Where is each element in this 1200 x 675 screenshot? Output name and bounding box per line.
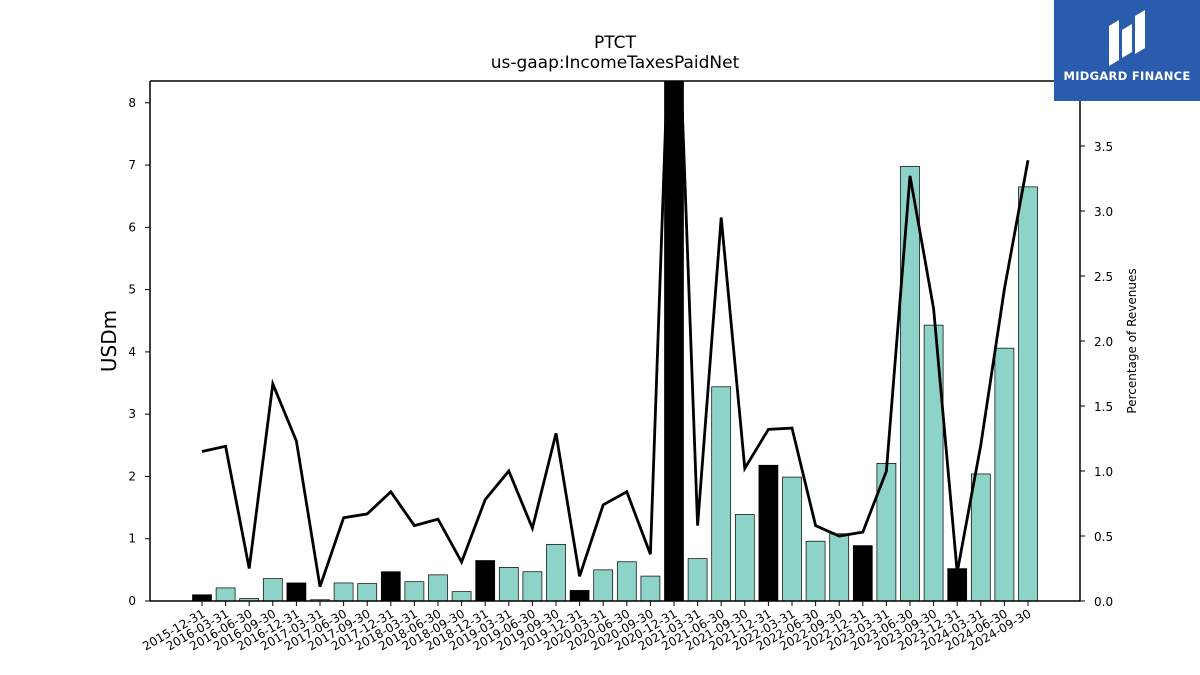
bar: [970, 473, 991, 601]
brand-name: MIDGARD FINANCE: [1063, 69, 1191, 83]
bar: [734, 514, 755, 601]
y-axis-label: USDm: [97, 310, 121, 372]
brand-mark-icon: [1109, 10, 1145, 66]
line-series: [201, 81, 1030, 588]
y2-tick-label: 1.5: [1094, 400, 1113, 414]
y2-tick-label: 2.5: [1094, 270, 1113, 284]
bar: [1018, 186, 1038, 601]
bar: [475, 560, 496, 601]
bar-series: [192, 81, 1038, 601]
bar: [900, 165, 920, 601]
y2-tick-label: 1.0: [1094, 465, 1113, 479]
y2-axis-label: Percentage of Revenues: [1125, 268, 1139, 413]
bar: [333, 582, 354, 601]
bar: [805, 540, 826, 601]
y-tick-label: 2: [128, 469, 136, 483]
y2-tick-label: 0.5: [1094, 530, 1113, 544]
y2-tick-label: 2.0: [1094, 335, 1113, 349]
bar: [852, 545, 873, 601]
y-tick-label: 1: [128, 532, 136, 546]
bar: [215, 587, 236, 601]
bar: [664, 81, 684, 601]
y2-tick-label: 0.0: [1094, 595, 1113, 609]
y-tick-label: 5: [128, 283, 136, 297]
bar: [640, 575, 661, 601]
bar: [829, 533, 850, 601]
y-tick-label: 0: [128, 594, 136, 608]
y2-tick-label: 3.0: [1094, 205, 1113, 219]
bar: [262, 578, 283, 601]
bar: [357, 583, 378, 601]
y-tick-label: 3: [128, 407, 136, 421]
y-tick-label: 4: [128, 345, 136, 359]
y-tick-label: 8: [128, 96, 136, 110]
bar: [876, 463, 897, 601]
bar: [711, 386, 732, 601]
bar: [782, 476, 802, 601]
brand-logo: MIDGARD FINANCE: [1054, 0, 1200, 101]
bar: [404, 581, 425, 601]
bar: [380, 571, 401, 601]
bar: [947, 568, 968, 601]
bar: [546, 543, 566, 601]
bar: [593, 569, 614, 601]
y-tick-label: 6: [128, 220, 136, 234]
bar: [923, 324, 944, 601]
y2-tick-label: 3.5: [1094, 140, 1113, 154]
chart-title: PTCT: [594, 33, 637, 53]
bar: [192, 594, 212, 601]
bar: [428, 574, 448, 601]
bar: [498, 567, 519, 601]
bar: [687, 558, 708, 601]
bar: [758, 464, 779, 601]
bar: [451, 591, 472, 601]
bar: [616, 561, 637, 601]
bar: [522, 571, 543, 601]
bar: [286, 582, 307, 601]
bar: [994, 347, 1015, 601]
bar: [569, 590, 590, 601]
chart-subtitle: us-gaap:IncomeTaxesPaidNet: [491, 53, 740, 73]
y-tick-label: 7: [128, 158, 136, 172]
